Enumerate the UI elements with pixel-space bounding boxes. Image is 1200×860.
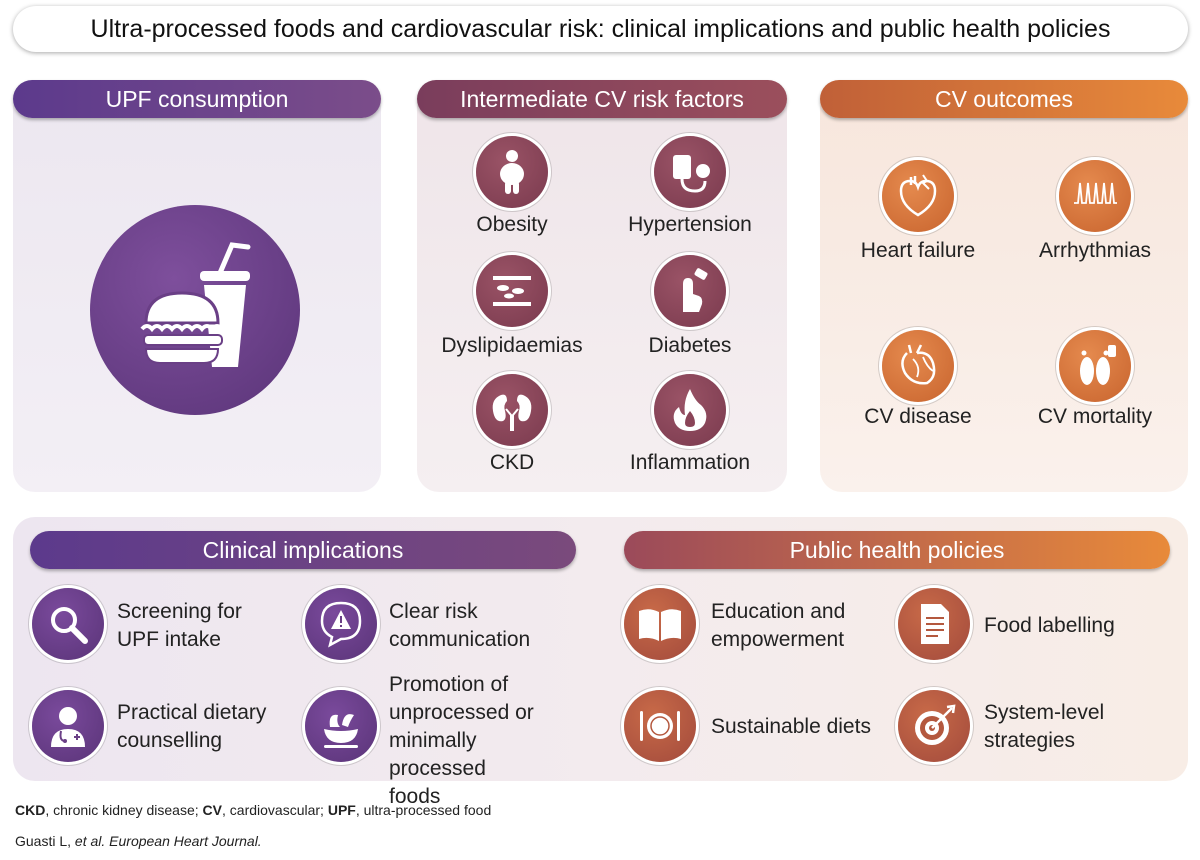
heart-vessels-icon <box>882 330 954 402</box>
clinical-header: Clinical implications <box>30 531 576 569</box>
fast-food-icon <box>90 205 300 415</box>
risk-factors-panel <box>417 82 787 492</box>
clinical-label-screening: Screening for UPF intake <box>117 600 242 651</box>
magnifier-icon <box>32 588 104 660</box>
public-label-system-strategies: System-level strategies <box>984 701 1105 752</box>
salad-bowl-icon <box>305 690 377 762</box>
outcome-label-heart-failure: Heart failure <box>860 239 976 262</box>
blood-pressure-cuff-icon <box>654 136 726 208</box>
open-book-icon <box>624 588 696 660</box>
public-label-sustainable-diets: Sustainable diets <box>711 715 871 738</box>
doctor-icon <box>32 690 104 762</box>
citation-footnote: Guasti L, et al. European Heart Journal. <box>15 833 262 849</box>
outcome-label-cv-disease: CV disease <box>864 405 972 428</box>
risk-label-ckd: CKD <box>489 451 535 474</box>
clinical-label-dietary-counselling: Practical dietary counselling <box>117 701 267 752</box>
public-label-education: Education and empowerment <box>711 600 846 651</box>
ecg-spikes-icon <box>1059 160 1131 232</box>
clinical-label-risk-communication: Clear risk communication <box>389 600 531 651</box>
heart-icon <box>882 160 954 232</box>
risk-label-obesity: Obesity <box>476 213 548 236</box>
abbreviations-footnote: CKD, chronic kidney disease; CV, cardiov… <box>15 802 492 818</box>
obese-person-icon <box>476 136 548 208</box>
target-icon <box>898 690 970 762</box>
warning-bubble-icon <box>305 588 377 660</box>
upf-header: UPF consumption <box>13 80 381 118</box>
outcome-label-arrhythmias: Arrhythmias <box>1038 239 1152 262</box>
public-label-food-labelling: Food labelling <box>984 614 1115 637</box>
label-document-icon <box>898 588 970 660</box>
kidneys-icon <box>476 374 548 446</box>
risk-factors-header: Intermediate CV risk factors <box>417 80 787 118</box>
outcomes-header: CV outcomes <box>820 80 1188 118</box>
plate-cutlery-icon <box>624 690 696 762</box>
risk-label-inflammation: Inflammation <box>629 451 751 474</box>
finger-prick-icon <box>654 255 726 327</box>
outcome-label-cv-mortality: CV mortality <box>1037 405 1153 428</box>
risk-label-diabetes: Diabetes <box>648 334 732 357</box>
risk-label-hypertension: Hypertension <box>628 213 752 236</box>
public-header: Public health policies <box>624 531 1170 569</box>
outcomes-panel <box>820 82 1188 492</box>
clinical-label-promotion: Promotion of unprocessed or minimally pr… <box>389 673 534 808</box>
feet-toe-tag-icon <box>1059 330 1131 402</box>
risk-label-dyslipidaemias: Dyslipidaemias <box>441 334 583 357</box>
artery-plaque-icon <box>476 255 548 327</box>
flame-icon <box>654 374 726 446</box>
page-title: Ultra-processed foods and cardiovascular… <box>13 6 1188 52</box>
